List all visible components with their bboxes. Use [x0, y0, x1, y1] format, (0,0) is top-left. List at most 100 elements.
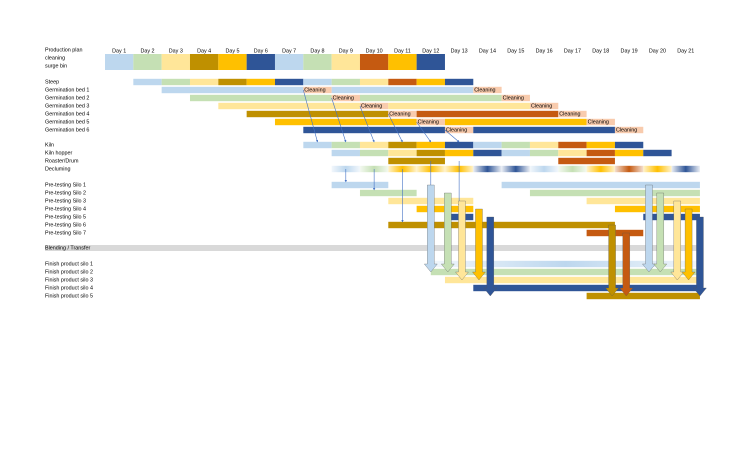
cleaning-label: Cleaning	[588, 119, 609, 125]
row-label: Kiln hopper	[45, 150, 72, 156]
day-label: Day 1	[112, 48, 126, 54]
bar	[529, 102, 559, 110]
bar	[331, 94, 360, 102]
transfer-arrow	[670, 200, 685, 281]
bar	[274, 54, 304, 70]
bar	[473, 149, 502, 157]
bar	[586, 149, 615, 157]
bar	[444, 141, 474, 149]
row-label: Pre-testing Silo 2	[45, 190, 86, 196]
row-label: Decluming	[45, 166, 70, 172]
bar	[416, 78, 445, 86]
bar	[388, 102, 530, 110]
bar	[501, 94, 530, 102]
transfer-arrow	[440, 192, 455, 273]
row-label: Germination bed 2	[45, 95, 89, 101]
bar	[444, 118, 587, 126]
row-label: Pre-testing Silo 3	[45, 198, 86, 204]
bar	[558, 141, 587, 149]
bar	[430, 260, 700, 268]
arrows	[303, 89, 707, 297]
bars	[45, 54, 700, 300]
day-label: Day 4	[197, 48, 211, 54]
row-label: Germination bed 5	[45, 119, 89, 125]
transfer-arrow	[653, 192, 668, 273]
bar	[274, 78, 304, 86]
bar	[388, 110, 417, 118]
labels: Day 1 Day 2 Day 3 Day 4 Day 5 Day 6 Day 7 Day 8…	[45, 47, 694, 299]
day-label: Day 18	[592, 48, 609, 54]
cleaning-label: Cleaning	[418, 119, 439, 125]
day-label: Day 5	[225, 48, 239, 54]
row-label: Pre-testing Silo 1	[45, 182, 86, 188]
row-label: surge bin	[45, 63, 67, 69]
blending-bar	[45, 245, 700, 251]
bar	[303, 86, 332, 94]
bar	[643, 213, 700, 221]
day-label: Day 12	[422, 48, 439, 54]
day-label: Day 11	[394, 48, 411, 54]
day-label: Day 21	[677, 48, 694, 54]
day-label: Day 8	[310, 48, 324, 54]
cleaning-label: Cleaning	[531, 103, 552, 109]
row-label: cleaning	[45, 55, 65, 61]
flow-arrow	[416, 121, 432, 143]
day-label: Day 19	[621, 48, 638, 54]
transfer-arrow	[693, 216, 707, 297]
flow-arrow	[331, 97, 347, 143]
row-label: Finish product silo 4	[45, 285, 93, 291]
bar	[105, 54, 134, 70]
bar	[643, 165, 672, 173]
bar	[388, 157, 445, 165]
row-label: Pre-testing Silo 7	[45, 230, 86, 236]
row-label: Germination bed 3	[45, 103, 89, 109]
bar	[444, 78, 474, 86]
bar	[331, 78, 360, 86]
bar	[444, 276, 700, 284]
bar	[303, 141, 332, 149]
day-label: Day 13	[451, 48, 468, 54]
cleaning-label: Cleaning	[474, 87, 495, 93]
row-label: Pre-testing Silo 6	[45, 222, 86, 228]
row-label: Finish product silo 1	[45, 261, 93, 267]
flow-arrow	[444, 129, 460, 143]
bar	[444, 149, 474, 157]
cleaning-label: Cleaning	[304, 87, 325, 93]
flow-arrow	[388, 113, 403, 143]
cleaning-label: Cleaning	[559, 111, 580, 117]
bar	[388, 78, 417, 86]
bar	[614, 126, 644, 134]
bar	[246, 110, 389, 118]
row-label: Blending / Transfer	[45, 245, 90, 251]
bar	[473, 284, 700, 292]
row-label: Finish product silo 2	[45, 269, 93, 275]
day-label: Day 15	[507, 48, 524, 54]
bar	[671, 165, 700, 173]
row-label: Germination bed 4	[45, 111, 89, 117]
bar	[529, 165, 559, 173]
cleaning-label: Cleaning	[616, 127, 637, 133]
bar	[444, 126, 474, 134]
bar	[430, 268, 700, 276]
bar	[586, 197, 700, 205]
bar	[246, 78, 275, 86]
day-label: Day 16	[536, 48, 553, 54]
bar	[416, 110, 559, 118]
flow-arrow	[303, 89, 319, 143]
transfer-arrow	[483, 216, 498, 297]
bar	[614, 141, 644, 149]
bar	[558, 157, 615, 165]
bar	[218, 102, 360, 110]
cleaning-label: Cleaning	[503, 95, 524, 101]
cleaning-label: Cleaning	[333, 95, 354, 101]
row-label: Germination bed 1	[45, 87, 89, 93]
bar	[558, 149, 587, 157]
bar	[161, 54, 190, 70]
bar	[133, 78, 162, 86]
day-label: Day 14	[479, 48, 496, 54]
day-label: Day 17	[564, 48, 581, 54]
transfer-arrow	[472, 208, 486, 281]
bar	[558, 110, 587, 118]
bar	[359, 141, 389, 149]
